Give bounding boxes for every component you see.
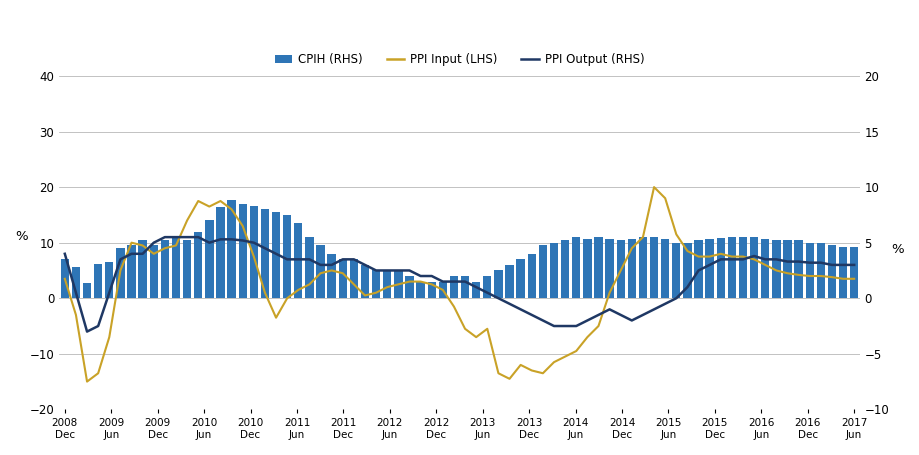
Bar [94,264,102,298]
Bar [483,276,492,298]
Bar [283,215,291,298]
Bar [761,239,769,298]
Legend: CPIH (RHS), PPI Input (LHS), PPI Output (RHS): CPIH (RHS), PPI Input (LHS), PPI Output … [270,49,649,71]
Bar [783,240,791,298]
Bar [205,221,213,298]
Bar [361,265,369,298]
Bar [606,239,614,298]
Bar [561,240,569,298]
Bar [239,204,247,298]
Y-axis label: %: % [891,243,904,256]
Bar [584,239,592,298]
Bar [794,240,803,298]
Bar [706,239,714,298]
Bar [83,283,91,298]
Bar [528,254,536,298]
Bar [806,243,814,298]
Bar [461,276,470,298]
Bar [828,245,836,298]
Bar [661,239,669,298]
Bar [650,237,658,298]
Bar [105,262,113,298]
Bar [494,270,503,298]
Bar [250,206,258,298]
Bar [383,270,391,298]
Bar [172,238,180,298]
Bar [472,282,481,298]
Bar [216,207,224,298]
Bar [427,282,436,298]
Bar [438,282,447,298]
Bar [617,240,625,298]
Bar [261,209,269,298]
Bar [416,282,425,298]
Bar [739,237,747,298]
Y-axis label: %: % [15,230,28,243]
Bar [350,259,358,298]
Bar [728,237,736,298]
Bar [405,276,414,298]
Bar [272,212,280,298]
Bar [717,238,725,298]
Bar [150,245,158,298]
Bar [449,276,458,298]
Bar [695,240,703,298]
Bar [550,243,558,298]
Bar [316,245,324,298]
Bar [672,243,680,298]
Bar [372,270,380,298]
Bar [772,240,780,298]
Bar [639,237,647,298]
Bar [72,267,80,298]
Bar [128,245,136,298]
Bar [505,265,514,298]
Bar [516,259,525,298]
Bar [183,240,191,298]
Bar [539,245,547,298]
Bar [194,232,202,298]
Bar [294,222,302,298]
Bar [850,247,858,298]
Bar [116,248,125,298]
Bar [839,247,847,298]
Bar [227,201,236,298]
Bar [750,237,758,298]
Bar [595,237,603,298]
Bar [394,270,403,298]
Bar [817,243,825,298]
Bar [572,237,581,298]
Bar [305,237,313,298]
Bar [139,240,147,298]
Bar [61,259,69,298]
Bar [628,239,636,298]
Bar [683,243,692,298]
Bar [338,259,347,298]
Bar [161,240,169,298]
Bar [327,254,335,298]
